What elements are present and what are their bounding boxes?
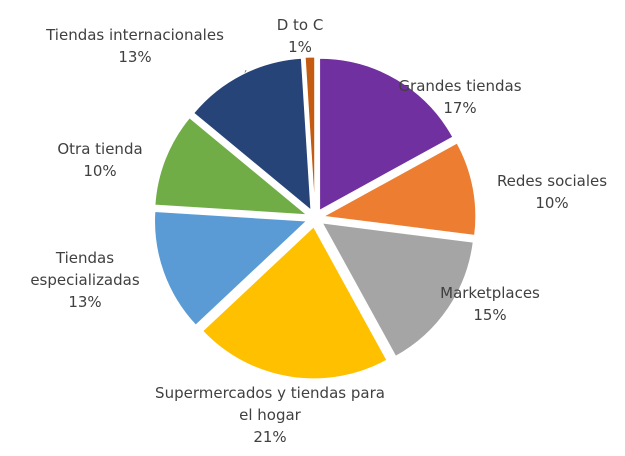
- slice-label: Supermercados y tiendas para el hogar 21%: [155, 382, 385, 448]
- category-label: D to C: [276, 16, 324, 34]
- value-label: 15%: [473, 306, 507, 324]
- category-label: Otra tienda: [57, 140, 143, 158]
- pie-slice: [304, 56, 316, 210]
- pie-slice: [321, 222, 474, 357]
- value-label: 13%: [68, 293, 102, 311]
- value-label: 10%: [83, 162, 117, 180]
- value-label: 17%: [443, 99, 477, 117]
- pie-slice: [154, 210, 308, 326]
- slice-label: D to C 1%: [260, 14, 340, 58]
- slice-label: Redes sociales 10%: [477, 170, 625, 214]
- slice-label: Otra tienda 10%: [25, 138, 175, 182]
- slice-label: Grandes tiendas 17%: [385, 75, 535, 119]
- slice-label: Tiendas internacionales 13%: [5, 24, 265, 68]
- value-label: 1%: [288, 38, 312, 56]
- pie-slice: [322, 142, 477, 236]
- category-label: Grandes tiendas: [398, 77, 522, 95]
- value-label: 13%: [118, 48, 152, 66]
- slice-label: Tiendas especializadas 13%: [5, 247, 165, 313]
- category-label: Tiendas especializadas: [30, 249, 140, 289]
- value-label: 10%: [535, 194, 569, 212]
- pie-slice: [154, 117, 309, 216]
- category-label: Supermercados y tiendas para el hogar: [155, 384, 385, 424]
- pie-slice: [319, 57, 454, 212]
- slice-label: Marketplaces 15%: [415, 282, 565, 326]
- value-label: 21%: [253, 428, 287, 446]
- category-label: Redes sociales: [496, 172, 608, 190]
- category-label: Tiendas internacionales: [46, 26, 224, 44]
- category-label: Marketplaces: [440, 284, 540, 302]
- pie-slice: [202, 226, 388, 380]
- pie-slice: [193, 57, 312, 212]
